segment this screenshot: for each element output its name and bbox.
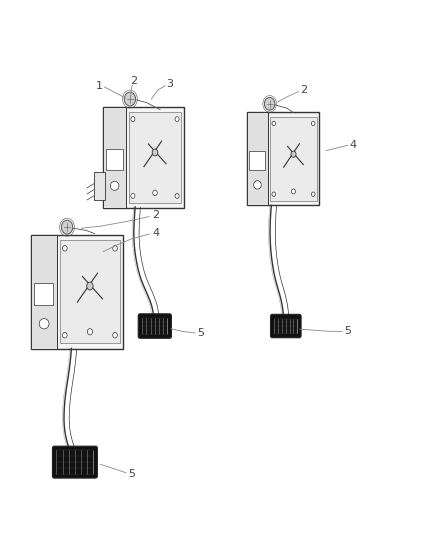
Bar: [103, 107, 126, 208]
Circle shape: [113, 333, 117, 338]
Text: 4: 4: [152, 228, 159, 238]
Circle shape: [272, 192, 276, 196]
Bar: [94, 172, 105, 200]
Circle shape: [175, 117, 179, 122]
Circle shape: [272, 122, 276, 126]
Bar: [247, 112, 319, 205]
Bar: [249, 151, 265, 170]
Circle shape: [61, 220, 73, 234]
Circle shape: [63, 333, 67, 338]
Text: 3: 3: [166, 79, 173, 89]
Circle shape: [291, 189, 296, 194]
Circle shape: [311, 192, 315, 196]
Circle shape: [63, 246, 67, 251]
Bar: [270, 117, 317, 201]
Bar: [34, 282, 53, 305]
Circle shape: [311, 122, 315, 126]
Text: 1: 1: [95, 81, 102, 91]
Text: 2: 2: [300, 85, 308, 95]
Circle shape: [131, 117, 135, 122]
Circle shape: [87, 282, 93, 290]
Circle shape: [87, 329, 92, 335]
Bar: [129, 112, 181, 203]
Ellipse shape: [254, 181, 261, 189]
Circle shape: [131, 193, 135, 198]
Bar: [60, 240, 120, 343]
Text: 5: 5: [197, 328, 204, 338]
Circle shape: [152, 149, 158, 156]
FancyBboxPatch shape: [271, 314, 301, 338]
Bar: [103, 107, 184, 208]
Circle shape: [153, 190, 157, 196]
Bar: [31, 235, 57, 349]
Text: 5: 5: [344, 326, 351, 336]
Ellipse shape: [39, 319, 49, 329]
Circle shape: [175, 193, 179, 198]
Ellipse shape: [110, 181, 119, 190]
Circle shape: [265, 98, 275, 110]
Bar: [31, 235, 123, 349]
Text: 2: 2: [130, 77, 138, 86]
FancyBboxPatch shape: [53, 446, 97, 478]
FancyBboxPatch shape: [138, 314, 171, 338]
Circle shape: [113, 246, 117, 251]
Bar: [247, 112, 268, 205]
Bar: [106, 149, 123, 169]
Circle shape: [124, 92, 136, 106]
Text: 5: 5: [128, 469, 135, 479]
Circle shape: [291, 151, 296, 157]
Text: 2: 2: [152, 211, 159, 221]
Text: 4: 4: [350, 140, 357, 150]
